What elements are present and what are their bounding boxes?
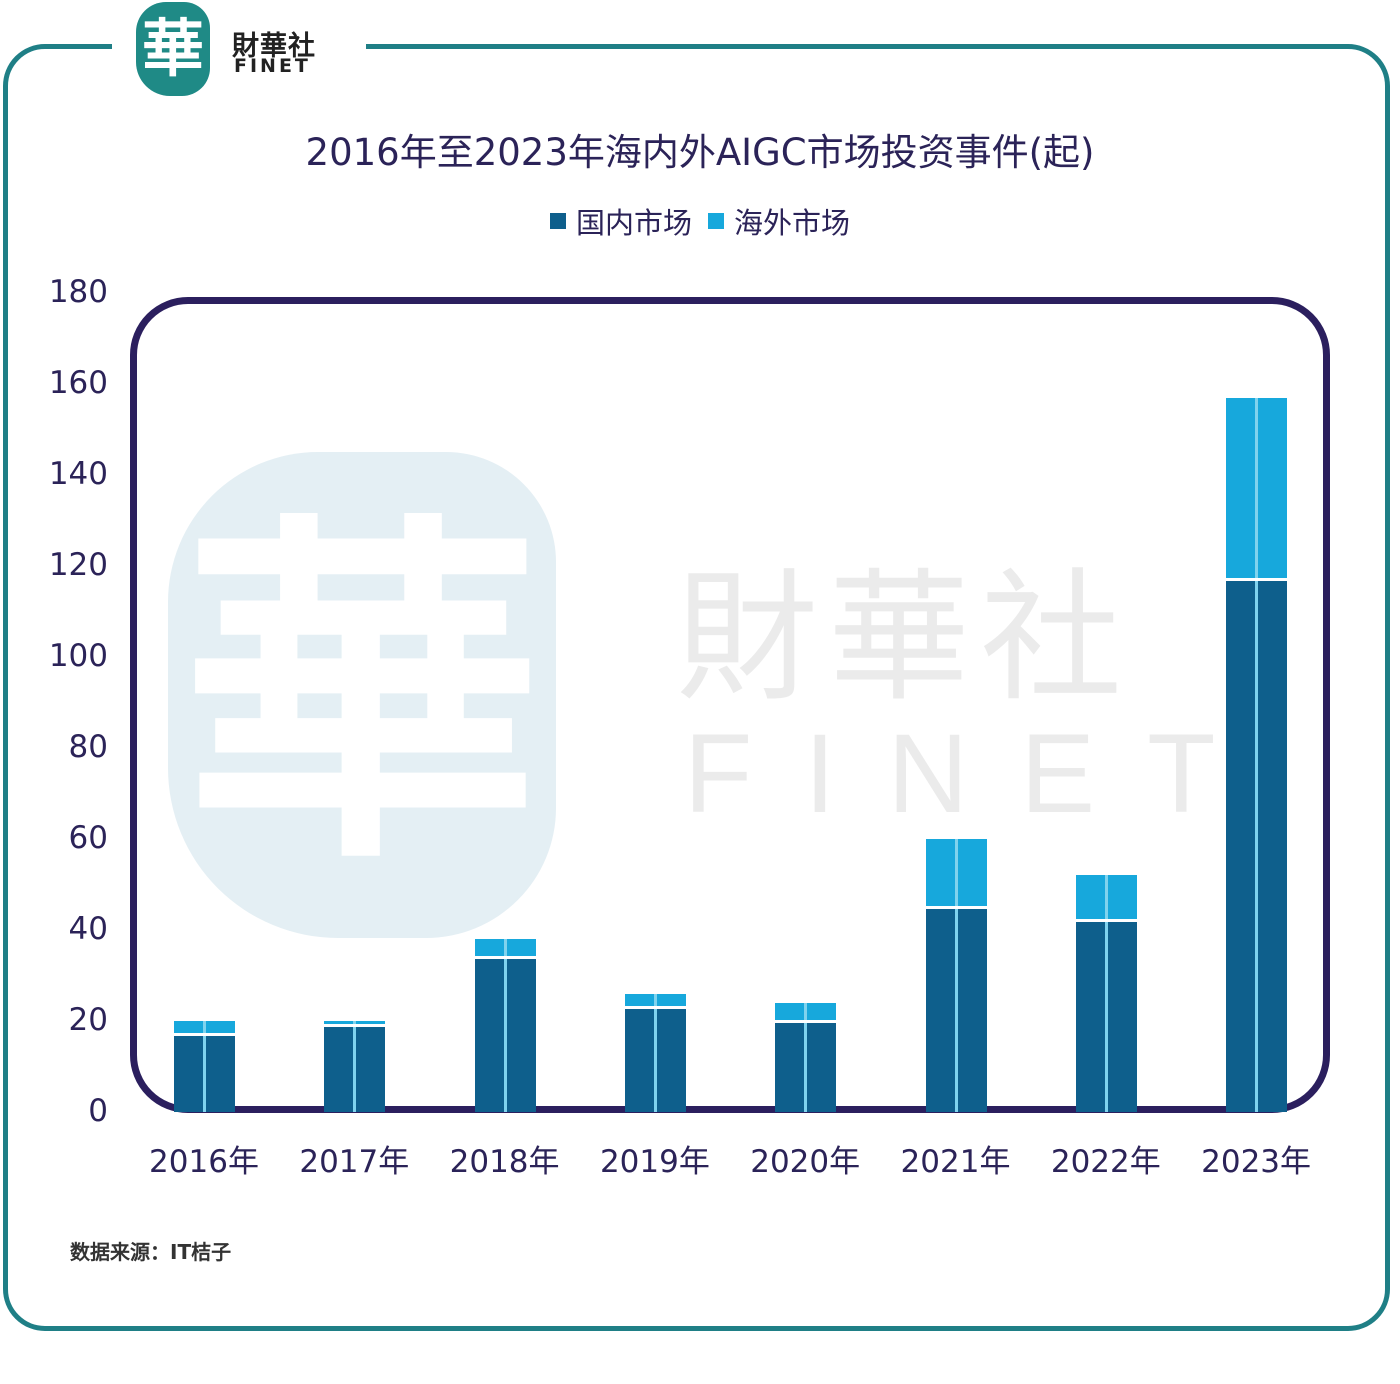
data-source-note: 数据来源：IT桔子 (70, 1240, 232, 1264)
x-tick-label: 2016年 (149, 1144, 259, 1180)
watermark-name-en: FINET (684, 711, 1268, 836)
bar-segment-divider (925, 905, 987, 909)
chart-legend: 国内市场 海外市场 (0, 200, 1400, 242)
bar-segment-divider (775, 1019, 837, 1023)
bar-segment-divider (174, 1033, 235, 1037)
finet-seal-logo-icon: 華 (136, 2, 210, 96)
x-tick-label: 2019年 (599, 1144, 710, 1180)
bar-domestic (1226, 579, 1288, 1113)
y-tick-label: 140 (48, 456, 108, 492)
bar-domestic (324, 1025, 386, 1113)
y-tick-label: 160 (48, 365, 108, 401)
bar-domestic (1075, 920, 1137, 1113)
bar-overseas (925, 839, 987, 908)
bar-domestic (474, 957, 536, 1112)
bar-domestic (174, 1034, 235, 1113)
bar-segment-divider (324, 1024, 386, 1028)
bar-domestic (775, 1021, 837, 1112)
x-tick-label: 2021年 (900, 1144, 1011, 1180)
bar-overseas (775, 1002, 837, 1022)
watermark-name-cn: 財華社 (676, 556, 1132, 721)
watermark-seal-icon: 華 (168, 452, 556, 938)
bar-segment-divider (1075, 919, 1137, 923)
bar-overseas (624, 993, 686, 1008)
legend-label-overseas: 海外市场 (734, 206, 851, 240)
x-tick-label: 2023年 (1201, 1144, 1312, 1180)
outer-frame (3, 44, 1390, 1331)
y-tick-label: 100 (48, 638, 108, 674)
brand-name-cn: 財華社 (232, 31, 316, 62)
chart-title: 2016年至2023年海内外AIGC市场投资事件(起) (305, 131, 1095, 174)
y-tick-label: 60 (68, 820, 108, 856)
bar-overseas (324, 1021, 386, 1026)
y-tick-label: 180 (48, 274, 108, 310)
y-tick-label: 0 (88, 1093, 108, 1129)
plot-area-frame (130, 297, 1330, 1113)
bar-overseas (1075, 875, 1137, 921)
bar-overseas (474, 939, 536, 958)
bar-overseas (174, 1021, 235, 1035)
bar-segment-divider (1226, 578, 1288, 582)
y-tick-label: 20 (68, 1002, 108, 1038)
x-tick-label: 2020年 (750, 1144, 861, 1180)
x-tick-label: 2022年 (1050, 1144, 1161, 1180)
x-tick-label: 2017年 (299, 1144, 410, 1180)
y-tick-label: 40 (68, 911, 108, 947)
bar-segment-divider (624, 1005, 686, 1009)
bar-segment-divider (474, 955, 536, 959)
x-tick-label: 2018年 (449, 1144, 560, 1180)
y-tick-label: 80 (68, 729, 108, 765)
y-tick-label: 120 (48, 547, 108, 583)
legend-label-domestic: 国内市场 (575, 206, 692, 240)
brand-name-en: FINET (234, 55, 311, 77)
bar-domestic (624, 1007, 686, 1112)
legend-item-domestic: 国内市场 (549, 200, 692, 242)
legend-item-overseas: 海外市场 (708, 200, 850, 242)
legend-swatch-domestic-icon (549, 213, 566, 229)
bar-overseas (1226, 397, 1288, 580)
legend-swatch-overseas-icon (708, 213, 724, 229)
bar-domestic (925, 907, 987, 1112)
